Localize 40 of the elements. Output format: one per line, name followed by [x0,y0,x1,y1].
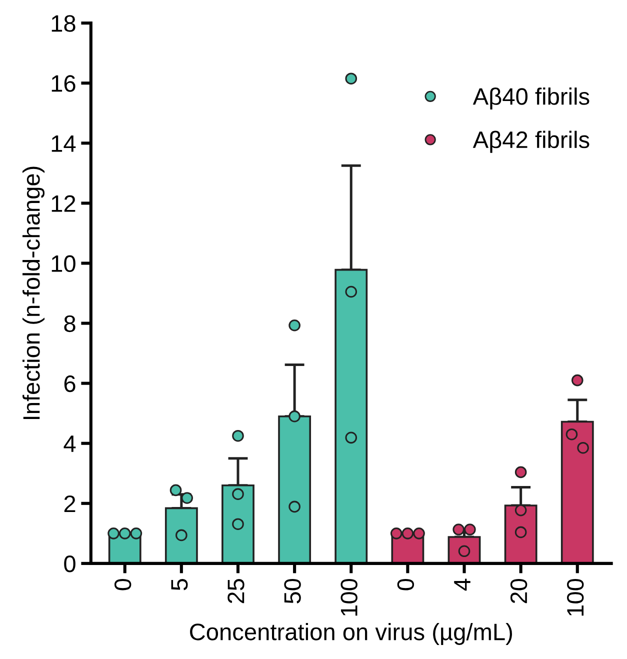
y-tick-label: 18 [52,15,76,32]
point [288,319,300,332]
x-tick-label: 50 [284,578,301,604]
y-tick-label: 14 [52,135,76,152]
point [288,410,300,422]
point [345,432,358,444]
point [288,500,300,513]
point [118,528,131,540]
point [345,72,358,85]
x-tick-label: 100 [340,578,358,616]
x-tick-label: 0 [397,578,414,590]
point [571,374,584,386]
point [232,430,244,442]
point [514,504,527,516]
y-tick-label: 10 [52,255,76,272]
point [514,526,527,538]
legend-label: Aβ40 fibrils [472,88,590,110]
y-tick-label: 0 [64,556,76,572]
x-axis-title: Concentration on virus (µg/mL) [190,622,512,645]
y-tick-label: 16 [52,75,76,92]
y-tick-label: 8 [64,315,76,332]
y-tick-label: 12 [52,195,76,212]
point [345,286,358,298]
y-tick-label: 2 [64,495,76,512]
point [402,528,414,540]
x-tick-label: 5 [171,579,188,590]
point [232,518,244,530]
x-tick-label: 20 [510,578,528,604]
legend-label: Aβ42 fibrils [472,130,590,153]
y-axis-title: Infection (n-fold-change) [22,166,45,420]
x-tick-label: 25 [228,579,244,604]
bar [504,504,538,564]
point [176,529,188,542]
x-tick-label: 0 [114,578,132,590]
x-tick-label: 100 [567,578,584,616]
x-tick-label: 4 [454,578,470,591]
point [514,466,527,478]
point [232,488,244,500]
y-tick-label: 6 [64,375,76,392]
y-tick-label: 4 [64,436,76,452]
